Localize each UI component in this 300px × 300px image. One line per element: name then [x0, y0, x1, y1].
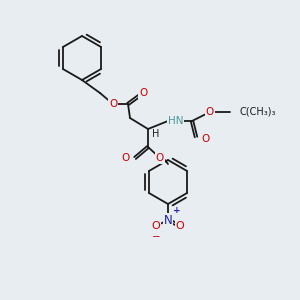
Text: −: −	[152, 232, 160, 242]
Text: O: O	[152, 221, 160, 231]
Text: O: O	[201, 134, 209, 144]
Text: O: O	[122, 153, 130, 163]
Text: C(CH₃)₃: C(CH₃)₃	[240, 107, 277, 117]
Text: HN: HN	[168, 116, 184, 126]
Text: N: N	[164, 214, 172, 226]
Text: O: O	[139, 88, 147, 98]
Text: O: O	[206, 107, 214, 117]
Text: O: O	[156, 153, 164, 163]
Text: H: H	[152, 129, 160, 139]
Text: +: +	[173, 206, 181, 215]
Text: O: O	[109, 99, 117, 109]
Text: O: O	[176, 221, 184, 231]
